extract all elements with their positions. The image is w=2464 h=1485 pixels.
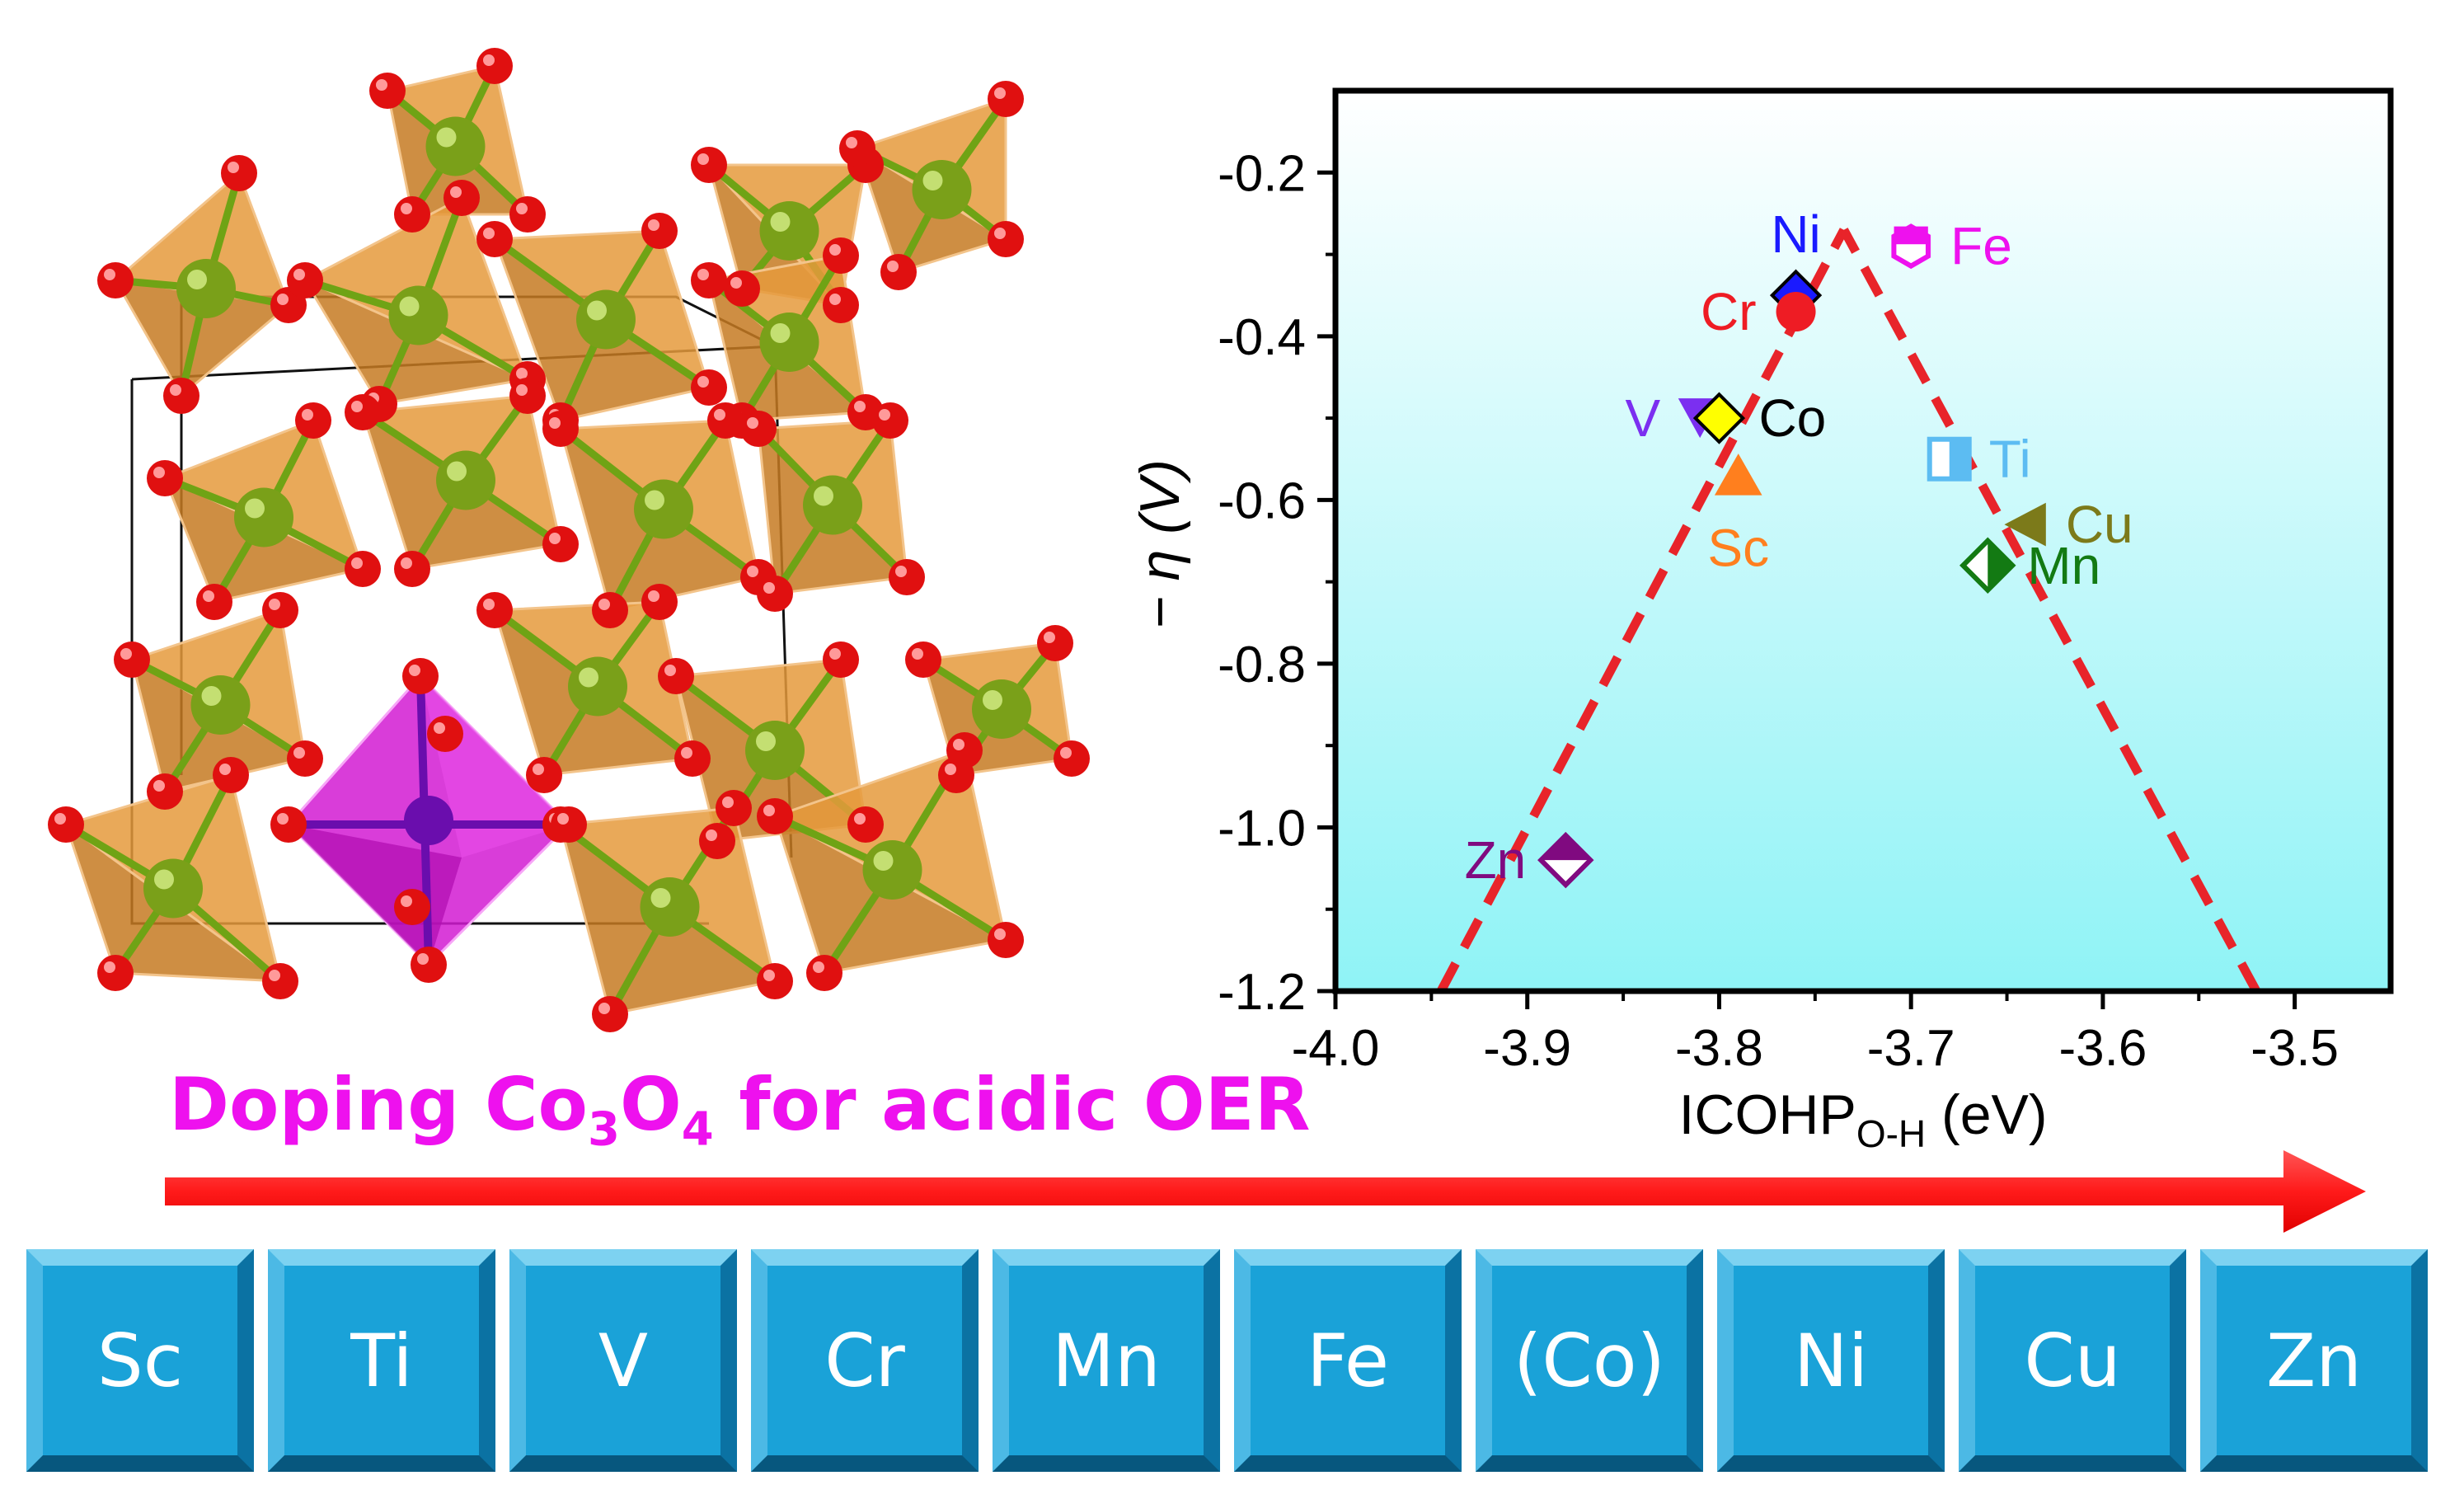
element-tile-label: Mn	[1052, 1318, 1161, 1403]
x-axis-label: ICOHPO-H (eV)	[1678, 1083, 2047, 1155]
x-tick-label: -3.7	[1867, 1020, 1955, 1077]
volcano-plot: -4.0 -3.9 -3.8 -3.7 -3.6 -3.5 -1.2 -1.0 -0.8 -0.6…	[1129, 87, 2394, 1155]
data-point-mn: Mn	[1959, 536, 2100, 595]
data-point-cu: Cu	[2004, 495, 2133, 554]
y-axis-label: − η (V)	[1129, 459, 1191, 629]
x-tick-label: -4.0	[1292, 1020, 1380, 1077]
element-tile-label: Ni	[1793, 1318, 1869, 1403]
element-tile-label: V	[598, 1318, 649, 1403]
x-tick-label: -3.8	[1675, 1020, 1763, 1077]
element-tile-label: Cr	[824, 1318, 905, 1403]
data-point-ti: Ti	[1927, 430, 2031, 489]
x-tick-label: -3.5	[2250, 1020, 2339, 1077]
y-tick-label: -1.0	[1218, 800, 1306, 857]
data-point-label: Ni	[1771, 204, 1820, 264]
x-tick-label: -3.9	[1483, 1020, 1571, 1077]
crystal-structure-illustration	[48, 48, 1090, 1032]
banner-title: Doping Co3O4 for acidic OER	[169, 1062, 1311, 1157]
element-tile-label: Zn	[2265, 1318, 2363, 1403]
y-tick-label: -0.2	[1218, 145, 1306, 202]
element-tile: Mn	[993, 1249, 1220, 1472]
element-tile: Ni	[1717, 1249, 1945, 1472]
element-tile-label: Cu	[2024, 1318, 2121, 1403]
data-point-label: Sc	[1707, 519, 1769, 578]
plot-frame	[1332, 87, 2394, 994]
element-tile-label: (Co)	[1514, 1318, 1665, 1403]
data-point-sc: Sc	[1707, 453, 1769, 578]
element-tile-label: Fe	[1307, 1318, 1389, 1403]
element-tile: Cr	[751, 1249, 979, 1472]
data-point-label: Co	[1758, 388, 1826, 448]
element-tile-row: Sc Ti V Cr Mn Fe (Co) Ni Cu Zn	[26, 1249, 2442, 1472]
element-tile: (Co)	[1476, 1249, 1703, 1472]
element-tile: Zn	[2200, 1249, 2428, 1472]
element-tile: Cu	[1959, 1249, 2186, 1472]
element-tile-label: Sc	[96, 1318, 184, 1403]
x-tick-label: -3.6	[2058, 1020, 2147, 1077]
data-point-label: Fe	[1950, 217, 2012, 276]
volcano-left-branch	[1437, 228, 1848, 994]
element-tile: Ti	[268, 1249, 495, 1472]
data-point-co: Co	[1692, 388, 1826, 448]
y-tick-label: -0.6	[1218, 472, 1306, 529]
data-point-zn: Zn	[1465, 830, 1594, 890]
atom-spheres	[48, 48, 1090, 1032]
element-tile-label: Ti	[350, 1318, 413, 1403]
y-tick-label: -0.4	[1218, 309, 1306, 366]
axis-ticks: -4.0 -3.9 -3.8 -3.7 -3.6 -3.5 -1.2 -1.0 -0.8 -0.6…	[1218, 145, 2339, 1077]
element-tile: Fe	[1234, 1249, 1462, 1472]
plot-area	[1335, 91, 2391, 991]
data-point-label: Cr	[1701, 282, 1757, 341]
y-tick-label: -0.8	[1218, 637, 1306, 693]
progression-arrow	[165, 1150, 2366, 1233]
volcano-right-branch	[1839, 228, 2260, 994]
data-point-label: Mn	[2027, 536, 2100, 595]
volcano-lines	[1437, 228, 2260, 994]
element-tile: V	[509, 1249, 737, 1472]
data-point-cr: Cr	[1701, 282, 1816, 341]
data-point-fe: Fe	[1891, 217, 2012, 276]
data-point-label: Cu	[2066, 495, 2133, 554]
y-tick-label: -1.2	[1218, 964, 1306, 1021]
element-tile: Sc	[26, 1249, 254, 1472]
data-point-label: Zn	[1465, 830, 1527, 890]
data-point-label: Ti	[1989, 430, 2031, 489]
data-point-label: V	[1625, 388, 1660, 448]
